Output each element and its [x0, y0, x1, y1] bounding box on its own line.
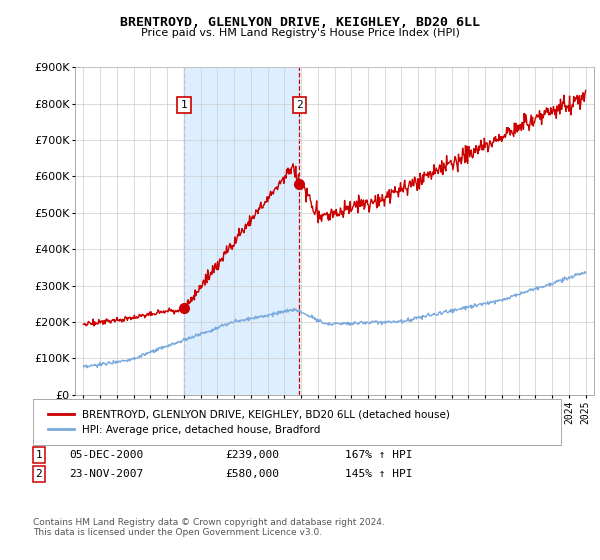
Text: 167% ↑ HPI: 167% ↑ HPI — [345, 450, 413, 460]
Text: 23-NOV-2007: 23-NOV-2007 — [69, 469, 143, 479]
Text: 145% ↑ HPI: 145% ↑ HPI — [345, 469, 413, 479]
Text: 2: 2 — [35, 469, 43, 479]
Legend: BRENTROYD, GLENLYON DRIVE, KEIGHLEY, BD20 6LL (detached house), HPI: Average pri: BRENTROYD, GLENLYON DRIVE, KEIGHLEY, BD2… — [43, 405, 454, 439]
Text: 2: 2 — [296, 100, 303, 110]
Text: BRENTROYD, GLENLYON DRIVE, KEIGHLEY, BD20 6LL: BRENTROYD, GLENLYON DRIVE, KEIGHLEY, BD2… — [120, 16, 480, 29]
Text: 1: 1 — [181, 100, 187, 110]
Text: £239,000: £239,000 — [225, 450, 279, 460]
Bar — [184, 67, 299, 395]
Text: 05-DEC-2000: 05-DEC-2000 — [69, 450, 143, 460]
Text: Contains HM Land Registry data © Crown copyright and database right 2024.
This d: Contains HM Land Registry data © Crown c… — [33, 518, 385, 538]
Text: 1: 1 — [35, 450, 43, 460]
Text: Price paid vs. HM Land Registry's House Price Index (HPI): Price paid vs. HM Land Registry's House … — [140, 28, 460, 38]
Text: £580,000: £580,000 — [225, 469, 279, 479]
